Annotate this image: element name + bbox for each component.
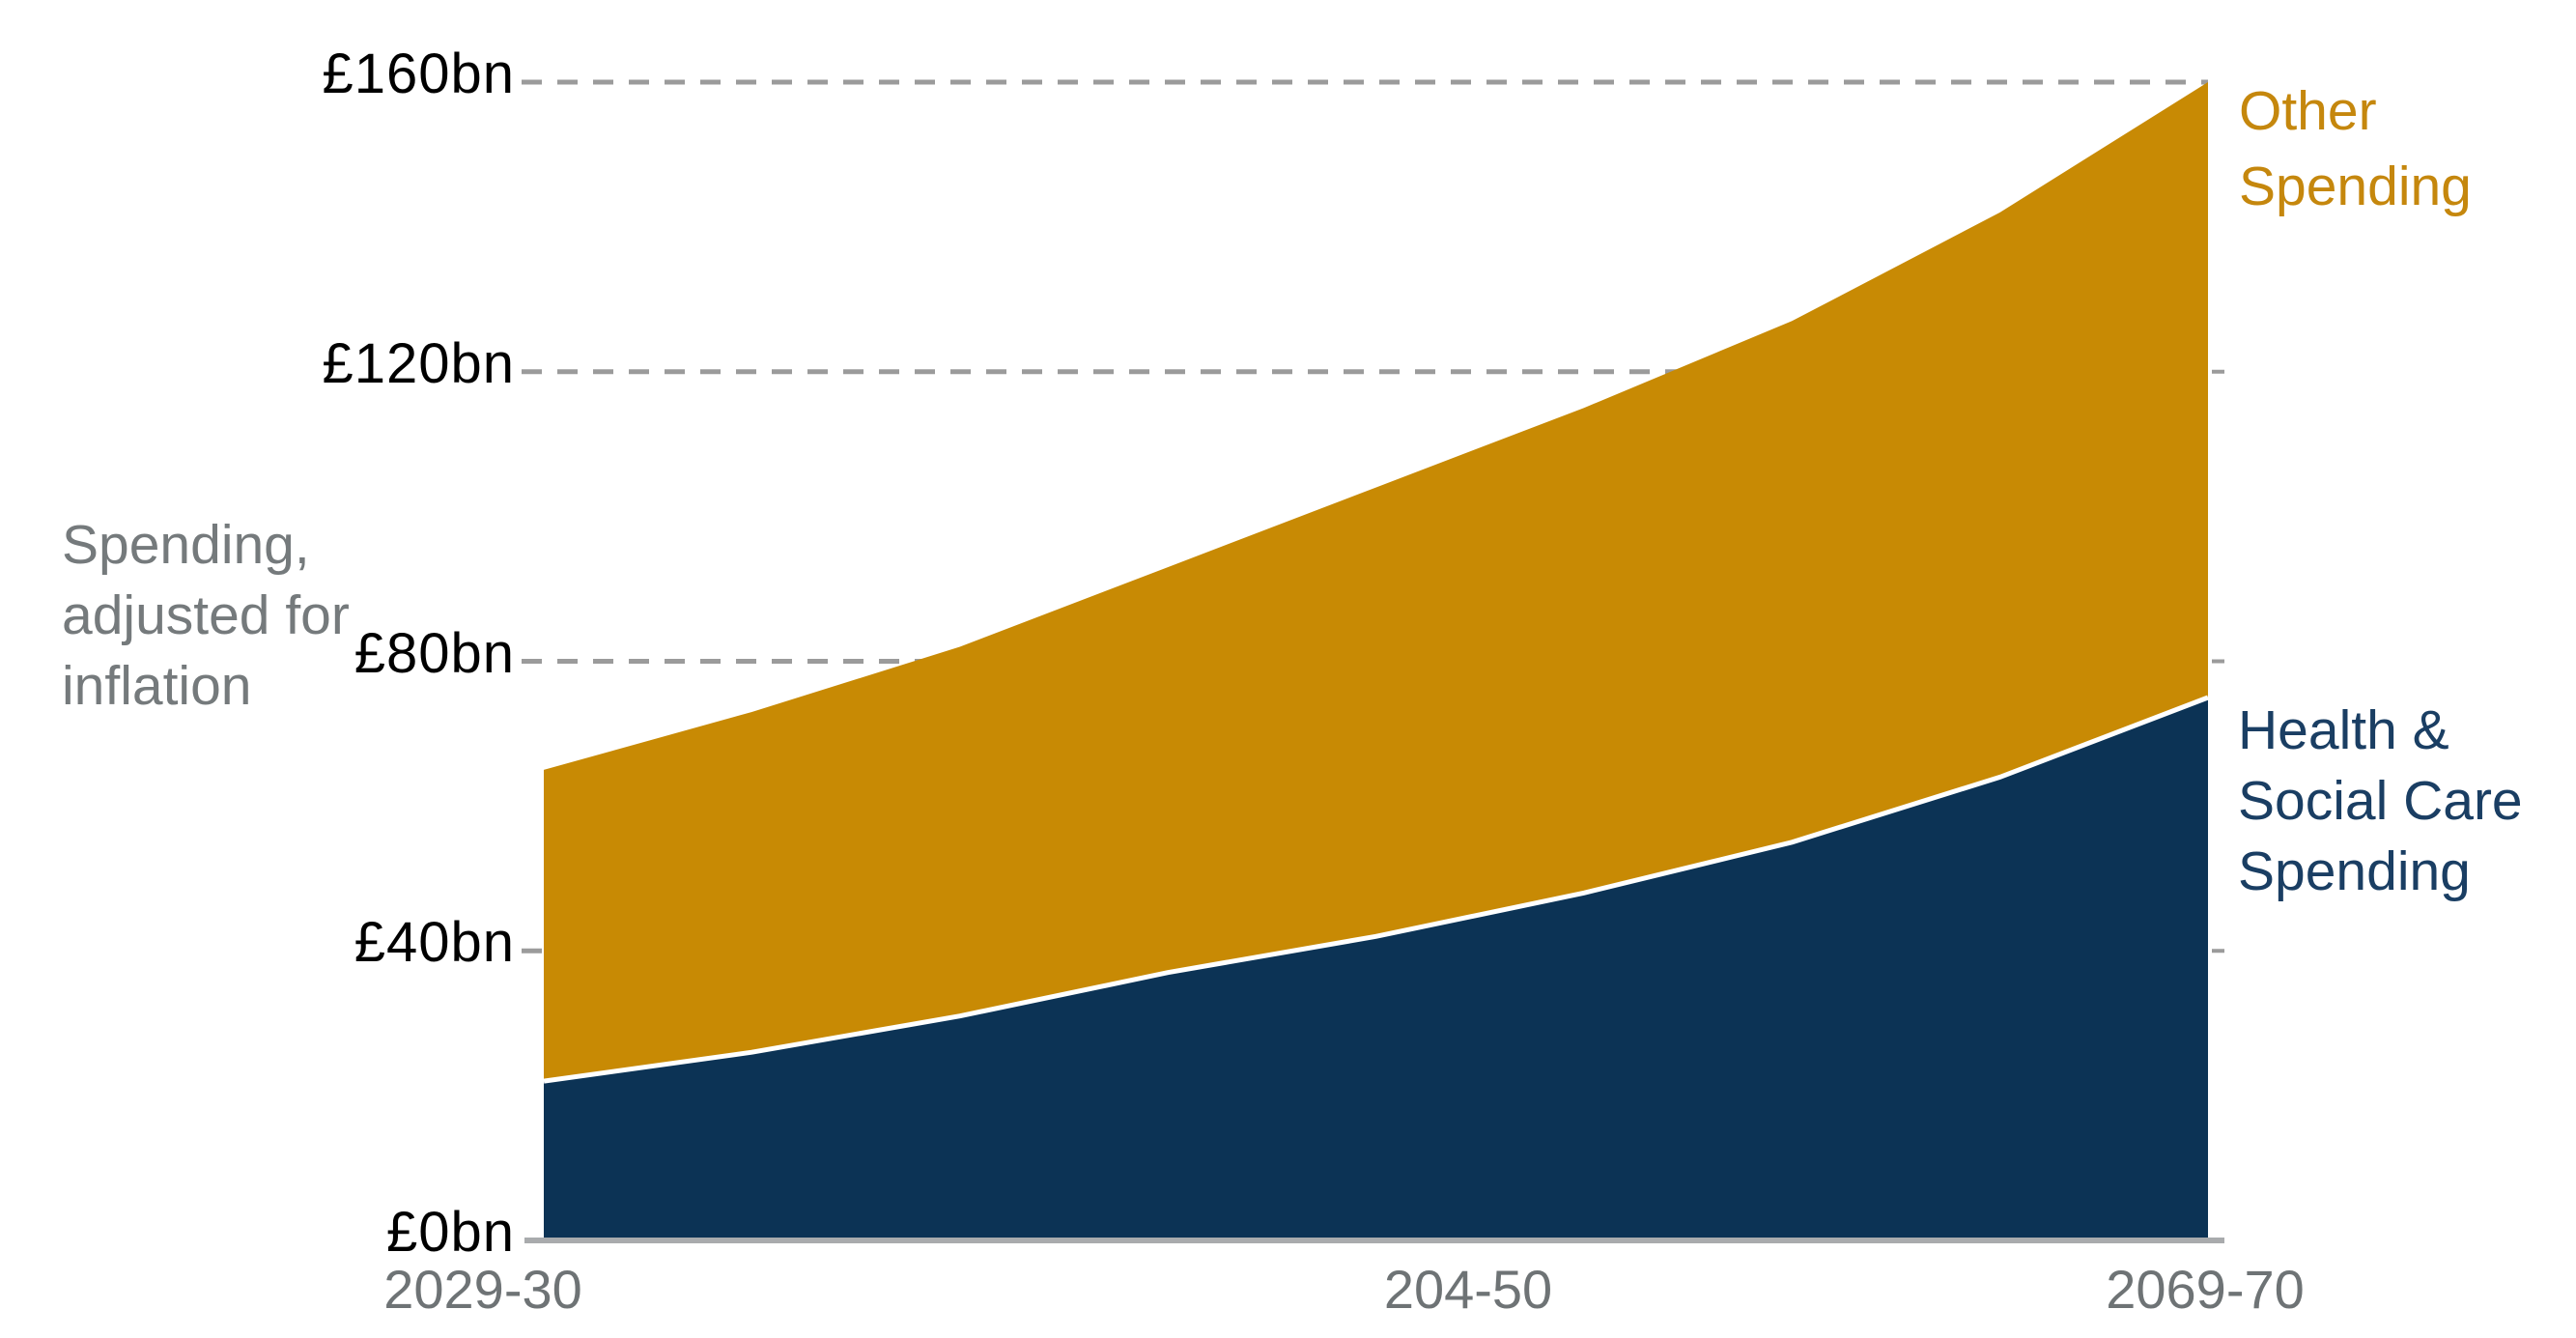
y-tick-label-160: £160bn [322,43,515,105]
series-boundary-line [543,695,2209,1084]
legend-health-social-care: Health & Social Care Spending [2238,699,2523,902]
y-tick-label-120: £120bn [322,331,515,395]
x-tick-label-2069-70: 2069-70 [2106,1259,2305,1320]
health-social-care-area [544,697,2208,1240]
legend-other-spending: Other Spending [2239,80,2472,217]
area-series-group [543,82,2209,1240]
x-tick-label-2029-30: 2029-30 [383,1259,582,1320]
x-axis-and-ticks [524,369,2224,1243]
y-tick-label-0: £0bn [385,1201,515,1264]
y-axis-title: Spending, adjusted for inflation [62,514,350,717]
x-tick-label-2049-50: 204-50 [1383,1259,1553,1320]
y-tick-label-40: £40bn [354,911,515,975]
y-tick-label-80: £80bn [354,621,515,685]
